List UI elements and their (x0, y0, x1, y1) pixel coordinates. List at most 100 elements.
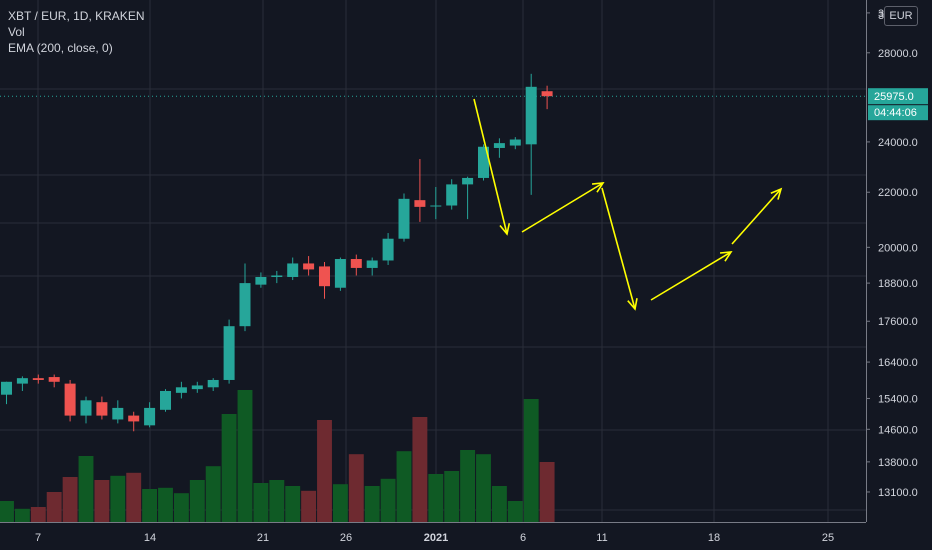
volume-bar (539, 462, 555, 522)
forecast-arrow-line[interactable] (731, 188, 782, 245)
candle-body (430, 205, 442, 207)
countdown-label: 04:44:06 (874, 107, 917, 119)
candle-body (16, 378, 28, 384)
volume-bar (78, 456, 94, 522)
volume-bar (476, 454, 491, 522)
forecast-arrow-head (770, 187, 783, 200)
candle-body (525, 86, 537, 145)
x-tick-label: 26 (340, 532, 352, 544)
volume-bar (110, 475, 126, 522)
candle-body (478, 146, 489, 178)
volume-bar (30, 507, 46, 522)
volume-bar (14, 508, 30, 522)
x-tick-label: 11 (596, 532, 607, 544)
volume-bar (205, 466, 221, 522)
volume-bar (158, 487, 173, 522)
volume-bar (142, 489, 158, 522)
forecast-arrow-line[interactable] (650, 251, 732, 301)
candle-body (1, 381, 12, 395)
candle-body (191, 385, 203, 390)
volume-bar (189, 480, 205, 522)
x-tick-label: 18 (708, 532, 720, 544)
chart-grid (0, 0, 866, 522)
y-tick-label: 20000.0 (878, 242, 918, 254)
candle-body (462, 177, 474, 185)
y-tick-label: 3 (878, 10, 884, 22)
currency-button[interactable]: EUR (884, 6, 918, 26)
candle-body (414, 200, 426, 207)
volume-bar (317, 420, 332, 522)
candle-body (334, 259, 346, 288)
candle-body (112, 407, 124, 420)
candle-body (64, 383, 76, 416)
forecast-arrow-head (719, 251, 733, 262)
volume-bar (364, 486, 380, 522)
y-tick-label: 24000.0 (878, 137, 918, 149)
chart-legend: XBT / EUR, 1D, KRAKEN Vol EMA (200, clos… (8, 8, 144, 56)
candle-body (96, 402, 108, 416)
volume-bar (348, 454, 364, 522)
y-tick-label: 18800.0 (878, 278, 918, 290)
volume-bar (94, 480, 110, 522)
ema-indicator-label[interactable]: EMA (200, close, 0) (8, 41, 113, 55)
volume-bar (46, 492, 62, 522)
last-price-tag (868, 88, 928, 105)
candle-body (207, 379, 219, 388)
volume-bar (173, 493, 189, 522)
candle-body (509, 139, 521, 146)
volume-bar (301, 490, 317, 522)
countdown-tag (868, 105, 928, 121)
volume-bar (460, 450, 476, 522)
y-tick-label: 16400.0 (878, 357, 918, 369)
candle-body (319, 266, 330, 287)
forecast-arrow-head (499, 223, 511, 236)
forecast-arrow-line[interactable] (601, 187, 636, 310)
volume-bar (237, 390, 253, 522)
candle-body (382, 238, 394, 261)
price-axis[interactable]: 330000.028000.024000.022000.020000.01880… (866, 0, 932, 550)
candle-body (366, 260, 378, 268)
volume-bar (380, 478, 396, 522)
x-tick-label: 25 (822, 532, 834, 544)
candle-body (446, 184, 458, 206)
y-tick-label: 17600.0 (878, 316, 918, 328)
volume-bar (444, 471, 460, 522)
volume-bar (428, 474, 444, 522)
candle-body (271, 275, 283, 277)
volume-bar (332, 484, 348, 522)
candle-body (255, 276, 267, 285)
volume-bar (412, 417, 428, 522)
y-tick-label: 13100.0 (878, 487, 918, 499)
x-tick-label: 6 (520, 532, 526, 544)
volume-bars (0, 390, 555, 522)
symbol-title[interactable]: XBT / EUR, 1D, KRAKEN (8, 9, 145, 23)
forecast-arrow-head (591, 182, 605, 193)
candle-body (239, 283, 251, 327)
volume-bar (221, 414, 237, 522)
x-tick-label: 2021 (424, 532, 448, 544)
candle-body (32, 378, 44, 380)
candle-body (541, 91, 553, 97)
volume-bar (491, 486, 507, 522)
time-axis[interactable]: 7 14 21 26 2021 6 11 18 25 (0, 522, 866, 550)
candle-body (350, 259, 362, 268)
y-tick-label: 28000.0 (878, 48, 918, 60)
volume-bar (126, 472, 142, 522)
volume-bar (507, 501, 523, 522)
candle-body (48, 377, 60, 382)
candle-body (144, 407, 156, 426)
x-tick-label: 14 (144, 532, 156, 544)
volume-indicator-label[interactable]: Vol (8, 25, 25, 39)
volume-bar (62, 477, 78, 522)
volume-bar (253, 483, 269, 522)
candle-body (175, 387, 187, 393)
candle-body (493, 143, 505, 148)
forecast-arrow-line[interactable] (473, 98, 508, 235)
candle-body (160, 390, 171, 410)
x-tick-label: 7 (35, 532, 41, 544)
volume-bar (396, 451, 412, 522)
candle-body (303, 263, 315, 270)
forecast-arrow-line[interactable] (521, 182, 604, 233)
candle-body (398, 198, 410, 239)
